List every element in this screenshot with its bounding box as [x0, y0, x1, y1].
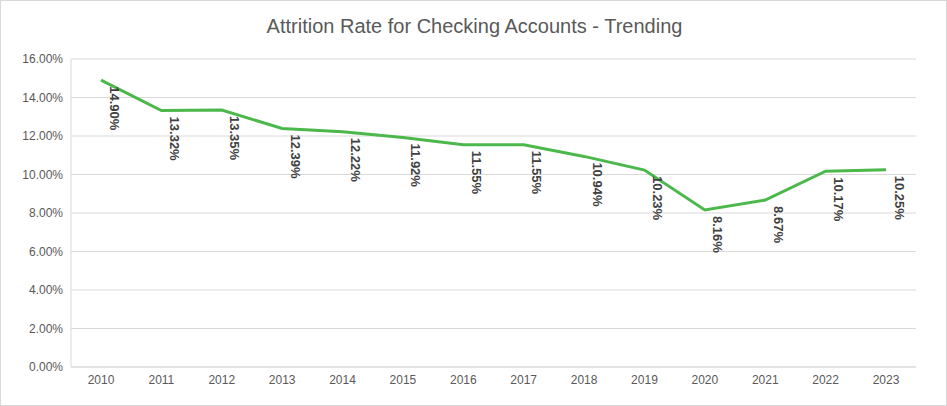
svg-text:8.67%: 8.67%: [771, 206, 786, 243]
svg-text:12.22%: 12.22%: [348, 138, 363, 183]
svg-text:2012: 2012: [208, 373, 235, 387]
svg-text:0.00%: 0.00%: [29, 360, 63, 374]
svg-text:13.35%: 13.35%: [227, 116, 242, 161]
svg-text:2014: 2014: [329, 373, 356, 387]
svg-text:2018: 2018: [571, 373, 598, 387]
svg-text:2021: 2021: [752, 373, 779, 387]
svg-text:14.00%: 14.00%: [22, 91, 63, 105]
svg-text:13.32%: 13.32%: [167, 117, 182, 162]
svg-text:10.25%: 10.25%: [892, 176, 907, 221]
svg-text:2017: 2017: [510, 373, 537, 387]
svg-text:6.00%: 6.00%: [29, 245, 63, 259]
svg-text:14.90%: 14.90%: [107, 86, 122, 131]
svg-text:10.94%: 10.94%: [590, 162, 605, 207]
svg-text:8.16%: 8.16%: [710, 216, 725, 253]
svg-text:12.00%: 12.00%: [22, 129, 63, 143]
svg-text:11.55%: 11.55%: [529, 151, 544, 195]
svg-text:2016: 2016: [450, 373, 477, 387]
svg-text:10.23%: 10.23%: [650, 176, 665, 221]
svg-text:11.92%: 11.92%: [408, 144, 423, 188]
svg-text:12.39%: 12.39%: [288, 134, 303, 179]
svg-text:2011: 2011: [148, 373, 174, 387]
svg-text:4.00%: 4.00%: [29, 283, 63, 297]
svg-text:10.00%: 10.00%: [22, 168, 63, 182]
svg-text:11.55%: 11.55%: [469, 151, 484, 195]
svg-text:2010: 2010: [88, 373, 115, 387]
svg-text:2015: 2015: [390, 373, 417, 387]
svg-text:2020: 2020: [691, 373, 718, 387]
svg-text:16.00%: 16.00%: [22, 52, 63, 66]
svg-text:2019: 2019: [631, 373, 658, 387]
svg-text:8.00%: 8.00%: [29, 206, 63, 220]
svg-text:2013: 2013: [269, 373, 296, 387]
svg-text:2.00%: 2.00%: [29, 322, 63, 336]
svg-text:2023: 2023: [873, 373, 900, 387]
svg-text:10.17%: 10.17%: [831, 177, 846, 222]
svg-text:2022: 2022: [812, 373, 839, 387]
html-text:Attrition Rate for Checking Ac: Attrition Rate for Checking Accounts - T…: [266, 15, 683, 37]
